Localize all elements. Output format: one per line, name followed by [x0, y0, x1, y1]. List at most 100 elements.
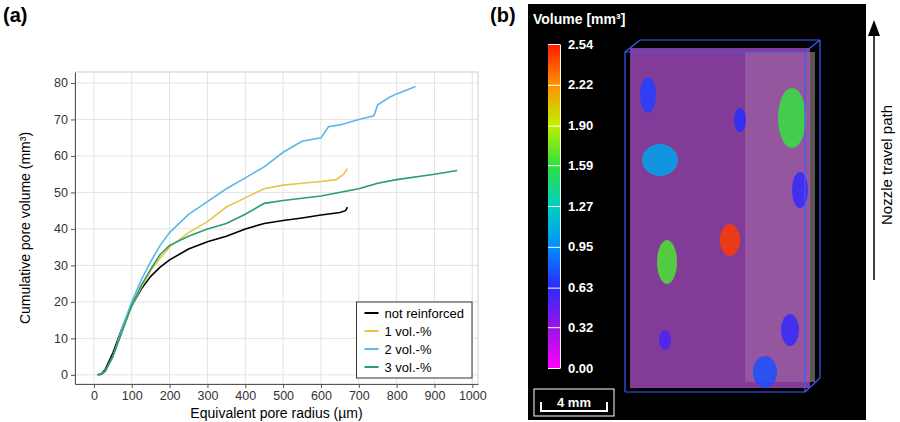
- tick-mark: [548, 247, 560, 248]
- tick-label: 100: [122, 389, 143, 403]
- tick-mark: [283, 384, 284, 388]
- tick: 1.27: [548, 199, 593, 214]
- tick: 1.59: [548, 158, 593, 173]
- tick-mark: [71, 338, 75, 339]
- tick: 40: [54, 222, 75, 236]
- legend-swatch: [365, 330, 379, 332]
- grid-line-y: [75, 265, 478, 266]
- tick: 60: [54, 149, 75, 163]
- wireframe-edge: [805, 378, 820, 392]
- pores: [640, 77, 808, 388]
- tick: 30: [54, 259, 75, 273]
- grid-line-x: [169, 72, 170, 384]
- colorbar-axis: 0.000.320.630.951.271.591.902.222.54: [548, 37, 594, 376]
- tick-mark: [359, 384, 360, 388]
- tick: 400: [235, 384, 256, 403]
- pore: [753, 356, 777, 388]
- tick: 10: [54, 332, 75, 346]
- arrow-head: [868, 20, 880, 36]
- axis-line: [560, 45, 561, 369]
- y-axis-title: Cumulative pore volume (mm³): [17, 132, 33, 324]
- tick-mark: [548, 44, 560, 45]
- tick-label: 1.59: [568, 158, 593, 173]
- tick-label: 900: [425, 389, 446, 403]
- tick: 70: [54, 113, 75, 127]
- tick-mark: [71, 229, 75, 230]
- tick-mark: [548, 85, 560, 86]
- tick-mark: [548, 165, 560, 166]
- scale-bar-box: [534, 389, 614, 416]
- legend-swatch: [365, 312, 379, 314]
- tick-label: 500: [273, 389, 294, 403]
- tick: 1.90: [548, 118, 593, 133]
- tick-mark: [321, 384, 322, 388]
- tick-mark: [71, 119, 75, 120]
- tick-label: 700: [349, 389, 370, 403]
- tick-label: 20: [54, 295, 68, 309]
- tick-mark: [548, 126, 560, 127]
- scale-bar: 4 mm: [534, 389, 614, 416]
- axis-line: [76, 384, 479, 385]
- grid-line-x: [131, 72, 132, 384]
- tick: 0.00: [548, 361, 593, 376]
- tick-mark: [548, 288, 560, 289]
- colorbar-title: Volume [mm³]: [533, 11, 625, 27]
- pore: [642, 144, 678, 176]
- tick-label: 60: [54, 149, 68, 163]
- image-background: [528, 4, 866, 420]
- tick-mark: [472, 384, 473, 388]
- tick-mark: [548, 368, 560, 369]
- arrow-shaft: [873, 34, 875, 280]
- tick-label: 80: [54, 76, 68, 90]
- figure: 0100200300400500600700800900100001020304…: [0, 0, 900, 422]
- tick: 200: [160, 384, 181, 403]
- pore: [657, 240, 677, 284]
- nozzle-annotation: Nozzle travel path: [868, 20, 895, 280]
- tick-label: 1.27: [568, 199, 593, 214]
- tick: 50: [54, 186, 75, 200]
- tick: 0: [61, 368, 75, 382]
- grid-line-y: [75, 119, 478, 120]
- tick: 0.63: [548, 280, 593, 295]
- tick-mark: [132, 384, 133, 388]
- tick-label: 40: [54, 222, 68, 236]
- x-axis-title: Equivalent pore radius (µm): [190, 405, 362, 421]
- tick-label: 0.63: [568, 280, 593, 295]
- panel-label: (b): [490, 4, 516, 26]
- tick: 0.95: [548, 239, 593, 254]
- wireframe-edge: [625, 40, 640, 52]
- tick: 0.32: [548, 320, 593, 335]
- wireframe-edge: [625, 51, 805, 52]
- legend-label: 2 vol.-%: [385, 342, 432, 357]
- tick-label: 70: [54, 113, 68, 127]
- sample-matrix: [630, 48, 810, 388]
- grid-line-x: [283, 72, 284, 384]
- tick: 100: [122, 384, 143, 403]
- tick-mark: [71, 192, 75, 193]
- wireframe-edge: [804, 52, 805, 392]
- wireframe-edge: [625, 391, 805, 392]
- colorbar: [548, 44, 560, 368]
- tick-mark: [548, 206, 560, 207]
- tick-mark: [71, 83, 75, 84]
- plot-frame: [75, 72, 478, 384]
- plot-background: [75, 72, 478, 384]
- tick-mark: [170, 384, 171, 388]
- tick-label: 2.22: [568, 77, 593, 92]
- sample-volume: [625, 40, 820, 392]
- tick-label: 50: [54, 186, 68, 200]
- series-line: [98, 169, 348, 375]
- legend-swatch: [365, 366, 379, 368]
- tick-mark: [245, 384, 246, 388]
- tick-mark: [397, 384, 398, 388]
- tick: 800: [387, 384, 408, 403]
- pore: [734, 108, 746, 132]
- tick-label: 0: [61, 368, 68, 382]
- lines: [98, 87, 457, 375]
- scale-bar-label: 4 mm: [557, 395, 591, 410]
- tick-label: 1000: [459, 389, 487, 403]
- legend: not reinforced1 vol.-%2 vol.-%3 vol.-%: [357, 302, 473, 378]
- pore: [720, 224, 740, 256]
- tick-mark: [548, 327, 560, 328]
- grid-line-x: [93, 72, 94, 384]
